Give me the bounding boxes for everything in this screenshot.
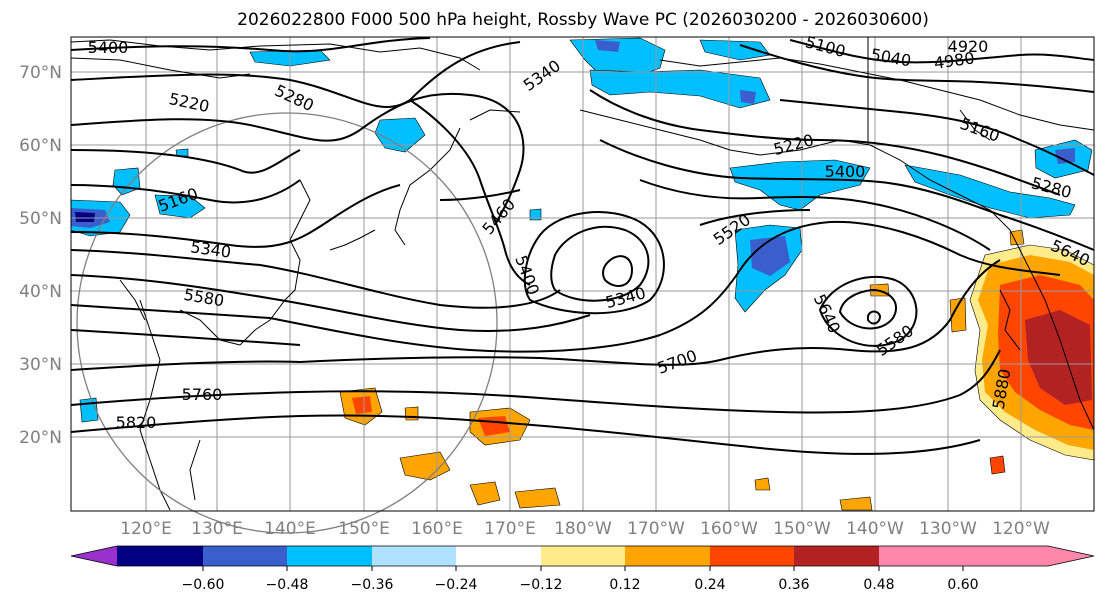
colorbar-tick: 0.48 [863, 577, 894, 593]
colorbar-segment [117, 546, 203, 566]
colorbar-tick: −0.24 [435, 577, 478, 593]
contour-label: 5400 [825, 162, 866, 181]
lon-label: 170°E [484, 519, 536, 539]
colorbar-segment [794, 546, 879, 566]
lat-label: 20°N [19, 428, 62, 448]
lat-label: 60°N [19, 136, 62, 156]
colorbar-segment [625, 546, 710, 566]
colorbar-tick: 0.24 [694, 577, 725, 593]
coastlines [70, 37, 1095, 511]
lon-label: 140°E [264, 519, 316, 539]
colorbar-tick: −0.36 [351, 577, 394, 593]
lon-label: 140°W [846, 519, 904, 539]
lat-label: 30°N [19, 355, 62, 375]
longitude-labels: 120°E 130°E 140°E 150°E 160°E 170°E 180°… [120, 519, 1050, 539]
colorbar-segment [372, 546, 456, 566]
colorbar-segment [879, 546, 1094, 566]
reference-circle [76, 112, 498, 534]
colorbar-segment [710, 546, 794, 566]
lon-label: 130°W [919, 519, 977, 539]
colorbar-segment [287, 546, 372, 566]
contour-label: 5400 [88, 38, 129, 57]
contour-label: 5820 [116, 413, 157, 432]
colorbar-tick: 0.12 [609, 577, 640, 593]
lon-label: 150°W [773, 519, 831, 539]
latitude-labels: 70°N 60°N 50°N 40°N 30°N 20°N [19, 63, 62, 448]
colorbar-tick: −0.12 [520, 577, 563, 593]
contour-label: 4920 [948, 37, 989, 56]
lat-label: 40°N [19, 282, 62, 302]
lon-label: 120°W [992, 519, 1050, 539]
lon-label: 160°W [700, 519, 758, 539]
colorbar-tick: 0.36 [778, 577, 809, 593]
colorbar-segment [541, 546, 625, 566]
lon-label: 150°E [338, 519, 390, 539]
contour-label: 5760 [182, 385, 223, 404]
lat-label: 50°N [19, 209, 62, 229]
colorbar-segment [203, 546, 287, 566]
lon-label: 120°E [120, 519, 172, 539]
lat-label: 70°N [19, 63, 62, 83]
lon-label: 130°E [191, 519, 243, 539]
colorbar-tick: −0.60 [182, 577, 225, 593]
colorbar-tick: 0.60 [947, 577, 978, 593]
map-frame [70, 36, 1095, 512]
lon-label: 170°W [627, 519, 685, 539]
colorbar-segment [71, 546, 117, 566]
height-contours [70, 37, 1095, 455]
colorbar-segment [456, 546, 541, 566]
map-title: 2026022800 F000 500 hPa height, Rossby W… [237, 10, 929, 30]
lon-label: 180°W [554, 519, 612, 539]
lon-label: 160°E [411, 519, 463, 539]
colorbar: −0.60 −0.48 −0.36 −0.24 −0.12 0.12 0.24 … [70, 545, 1095, 593]
colorbar-tick: −0.48 [266, 577, 309, 593]
